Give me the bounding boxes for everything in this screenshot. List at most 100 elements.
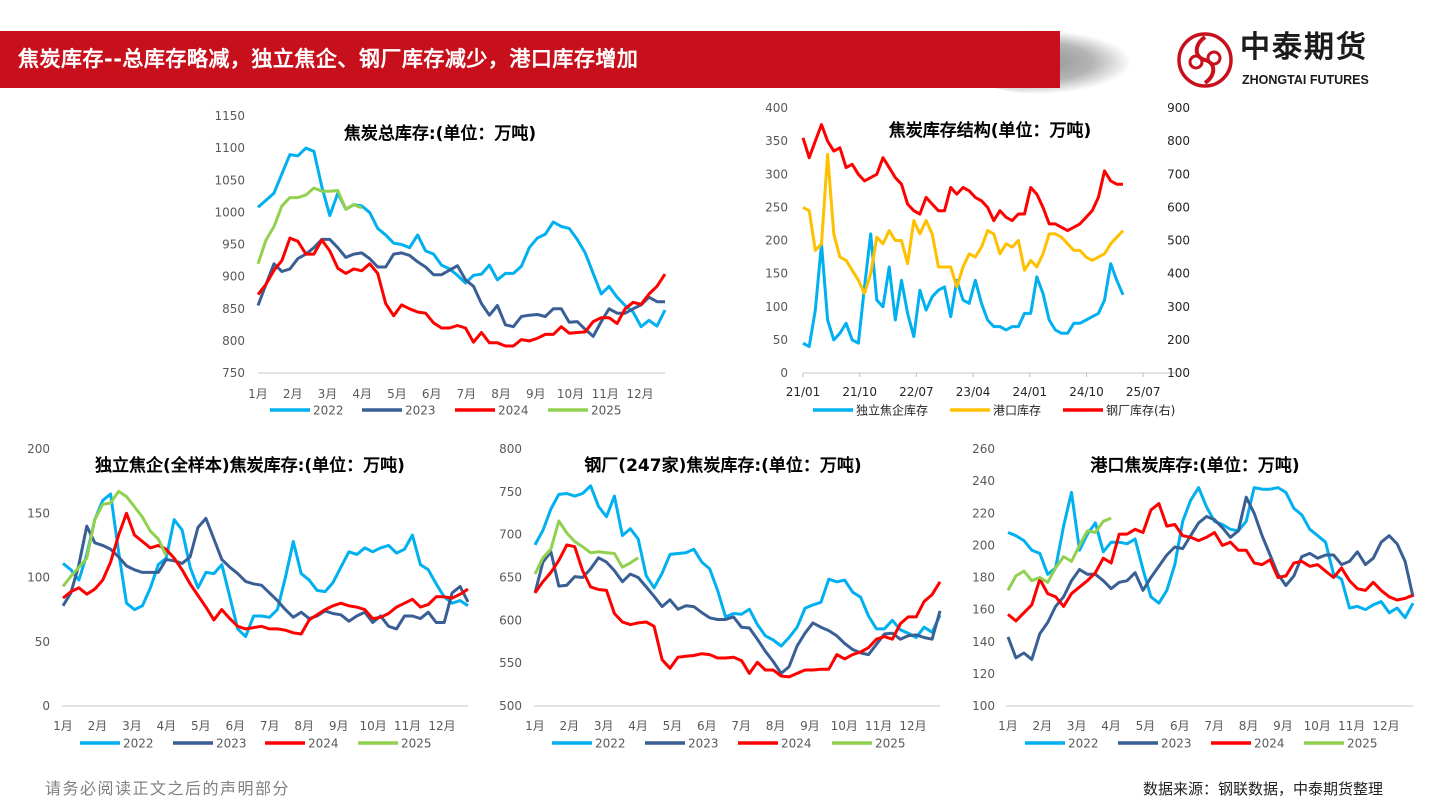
legend-label: 2022 — [123, 737, 154, 751]
series-line-2025 — [1006, 516, 1112, 592]
y-tick-label: 50 — [773, 333, 788, 347]
legend-label: 2025 — [591, 404, 622, 418]
y-tick-label: 100 — [27, 571, 50, 585]
series-line-2024 — [62, 511, 469, 636]
x-tick-label: 4月 — [157, 719, 177, 733]
y-tick-label: 200 — [972, 538, 995, 552]
legend-label: 2023 — [216, 737, 247, 751]
x-tick-label: 9月 — [526, 387, 546, 401]
x-tick-label: 5月 — [191, 719, 211, 733]
chart-5: 100 120 140 160 180 200 220 240 260 1月 2月 3月 4月 5月 6月 7… — [972, 442, 1415, 751]
x-tick-label: 11月 — [592, 387, 619, 401]
x-tick-label: 6月 — [422, 387, 442, 401]
series-line-2022 — [257, 146, 667, 329]
x-tick-label: 5月 — [663, 719, 683, 733]
legend-label: 独立焦企库存 — [856, 403, 928, 418]
x-tick-label: 7月 — [457, 387, 477, 401]
x-tick-label: 22/07 — [899, 385, 934, 399]
x-tick-label: 6月 — [697, 719, 717, 733]
x-tick-label: 2月 — [560, 719, 580, 733]
y2-tick-label: 400 — [1167, 267, 1190, 281]
legend-label: 2024 — [1254, 737, 1285, 751]
x-tick-label: 24/10 — [1069, 385, 1104, 399]
x-tick-label: 1月 — [248, 387, 268, 401]
x-tick-label: 1月 — [525, 719, 545, 733]
x-tick-label: 5月 — [387, 387, 407, 401]
legend-label: 港口库存 — [993, 403, 1041, 418]
y-tick-label: 200 — [27, 442, 50, 456]
x-tick-label: 10月 — [1304, 719, 1331, 733]
x-tick-label: 7月 — [731, 719, 751, 733]
y-tick-label: 800 — [222, 334, 245, 348]
legend-label: 2023 — [1161, 737, 1192, 751]
x-tick-label: 2月 — [1033, 719, 1053, 733]
x-tick-label: 3月 — [122, 719, 142, 733]
x-tick-label: 12月 — [899, 719, 926, 733]
y2-tick-label: 700 — [1167, 167, 1190, 181]
y2-tick-label: 800 — [1167, 134, 1190, 148]
chart-2: 0 50 100 150 200 250 300 350 400 100 200 300 400 500 6… — [765, 101, 1190, 418]
x-tick-label: 1月 — [998, 719, 1018, 733]
x-tick-label: 2月 — [88, 719, 108, 733]
y-tick-label: 240 — [972, 474, 995, 488]
legend-label: 2025 — [401, 737, 432, 751]
chart-title: 港口焦炭库存:(单位：万吨) — [1090, 455, 1299, 476]
company-logo: 中泰期货 ZHONGTAI FUTURES — [1176, 31, 1406, 91]
y-tick-label: 1150 — [214, 109, 245, 123]
legend-label: 2022 — [595, 737, 626, 751]
x-tick-label: 12月 — [626, 387, 653, 401]
series-line-2024 — [533, 543, 942, 679]
y-tick-label: 750 — [499, 485, 522, 499]
chart-title: 钢厂(247家)焦炭库存:(单位：万吨) — [584, 455, 861, 476]
y2-tick-label: 100 — [1167, 366, 1190, 380]
y-tick-label: 650 — [499, 571, 522, 585]
y-tick-label: 350 — [765, 134, 788, 148]
x-tick-label: 25/07 — [1126, 385, 1161, 399]
x-tick-label: 21/01 — [786, 385, 821, 399]
series-line-2023 — [256, 237, 665, 338]
series-line-2022 — [533, 484, 942, 648]
x-tick-label: 3月 — [318, 387, 338, 401]
logo-text-cn: 中泰期货 — [1240, 30, 1368, 65]
series-line-2025 — [533, 519, 640, 575]
y2-tick-label: 900 — [1167, 101, 1190, 115]
x-tick-label: 10月 — [831, 719, 858, 733]
legend-label: 2024 — [308, 737, 339, 751]
y-tick-label: 160 — [972, 603, 995, 617]
x-tick-label: 4月 — [628, 719, 648, 733]
x-tick-label: 12月 — [428, 719, 455, 733]
x-tick-label: 3月 — [1067, 719, 1087, 733]
logo-text-en: ZHONGTAI FUTURES — [1242, 73, 1369, 87]
legend-label: 2024 — [781, 737, 812, 751]
chart-4: 500 550 600 650 700 750 800 1月 2月 3月 4月 5月 6月 7月 8月 9月 1… — [499, 442, 942, 751]
y-tick-label: 150 — [27, 506, 50, 520]
x-tick-label: 6月 — [225, 719, 245, 733]
series-line-港口库存 — [802, 152, 1125, 295]
y-tick-label: 250 — [765, 200, 788, 214]
legend-label: 2022 — [1068, 737, 1099, 751]
y-tick-label: 400 — [765, 101, 788, 115]
x-tick-label: 7月 — [1204, 719, 1224, 733]
x-tick-label: 10月 — [557, 387, 584, 401]
x-tick-label: 23/04 — [956, 385, 991, 399]
data-source-note: 数据来源：钢联数据，中泰期货整理 — [1142, 780, 1383, 798]
x-tick-label: 12月 — [1372, 719, 1399, 733]
chart-title: 焦炭总库存:(单位：万吨) — [343, 123, 536, 144]
x-tick-label: 8月 — [766, 719, 786, 733]
x-tick-label: 3月 — [594, 719, 614, 733]
y2-tick-label: 300 — [1167, 300, 1190, 314]
y-tick-label: 500 — [499, 699, 522, 713]
header-bar — [0, 31, 1060, 88]
y2-tick-label: 600 — [1167, 200, 1190, 214]
legend-label: 2025 — [875, 737, 906, 751]
series-line-2023 — [61, 516, 470, 631]
x-tick-label: 4月 — [352, 387, 372, 401]
series-line-2024 — [1007, 502, 1414, 623]
y-tick-label: 220 — [972, 506, 995, 520]
legend-label: 钢厂库存(右) — [1106, 403, 1175, 418]
y2-tick-label: 200 — [1167, 333, 1190, 347]
y-tick-label: 1100 — [214, 141, 245, 155]
y-tick-label: 550 — [499, 656, 522, 670]
y-tick-label: 120 — [972, 667, 995, 681]
y-tick-label: 750 — [222, 366, 245, 380]
